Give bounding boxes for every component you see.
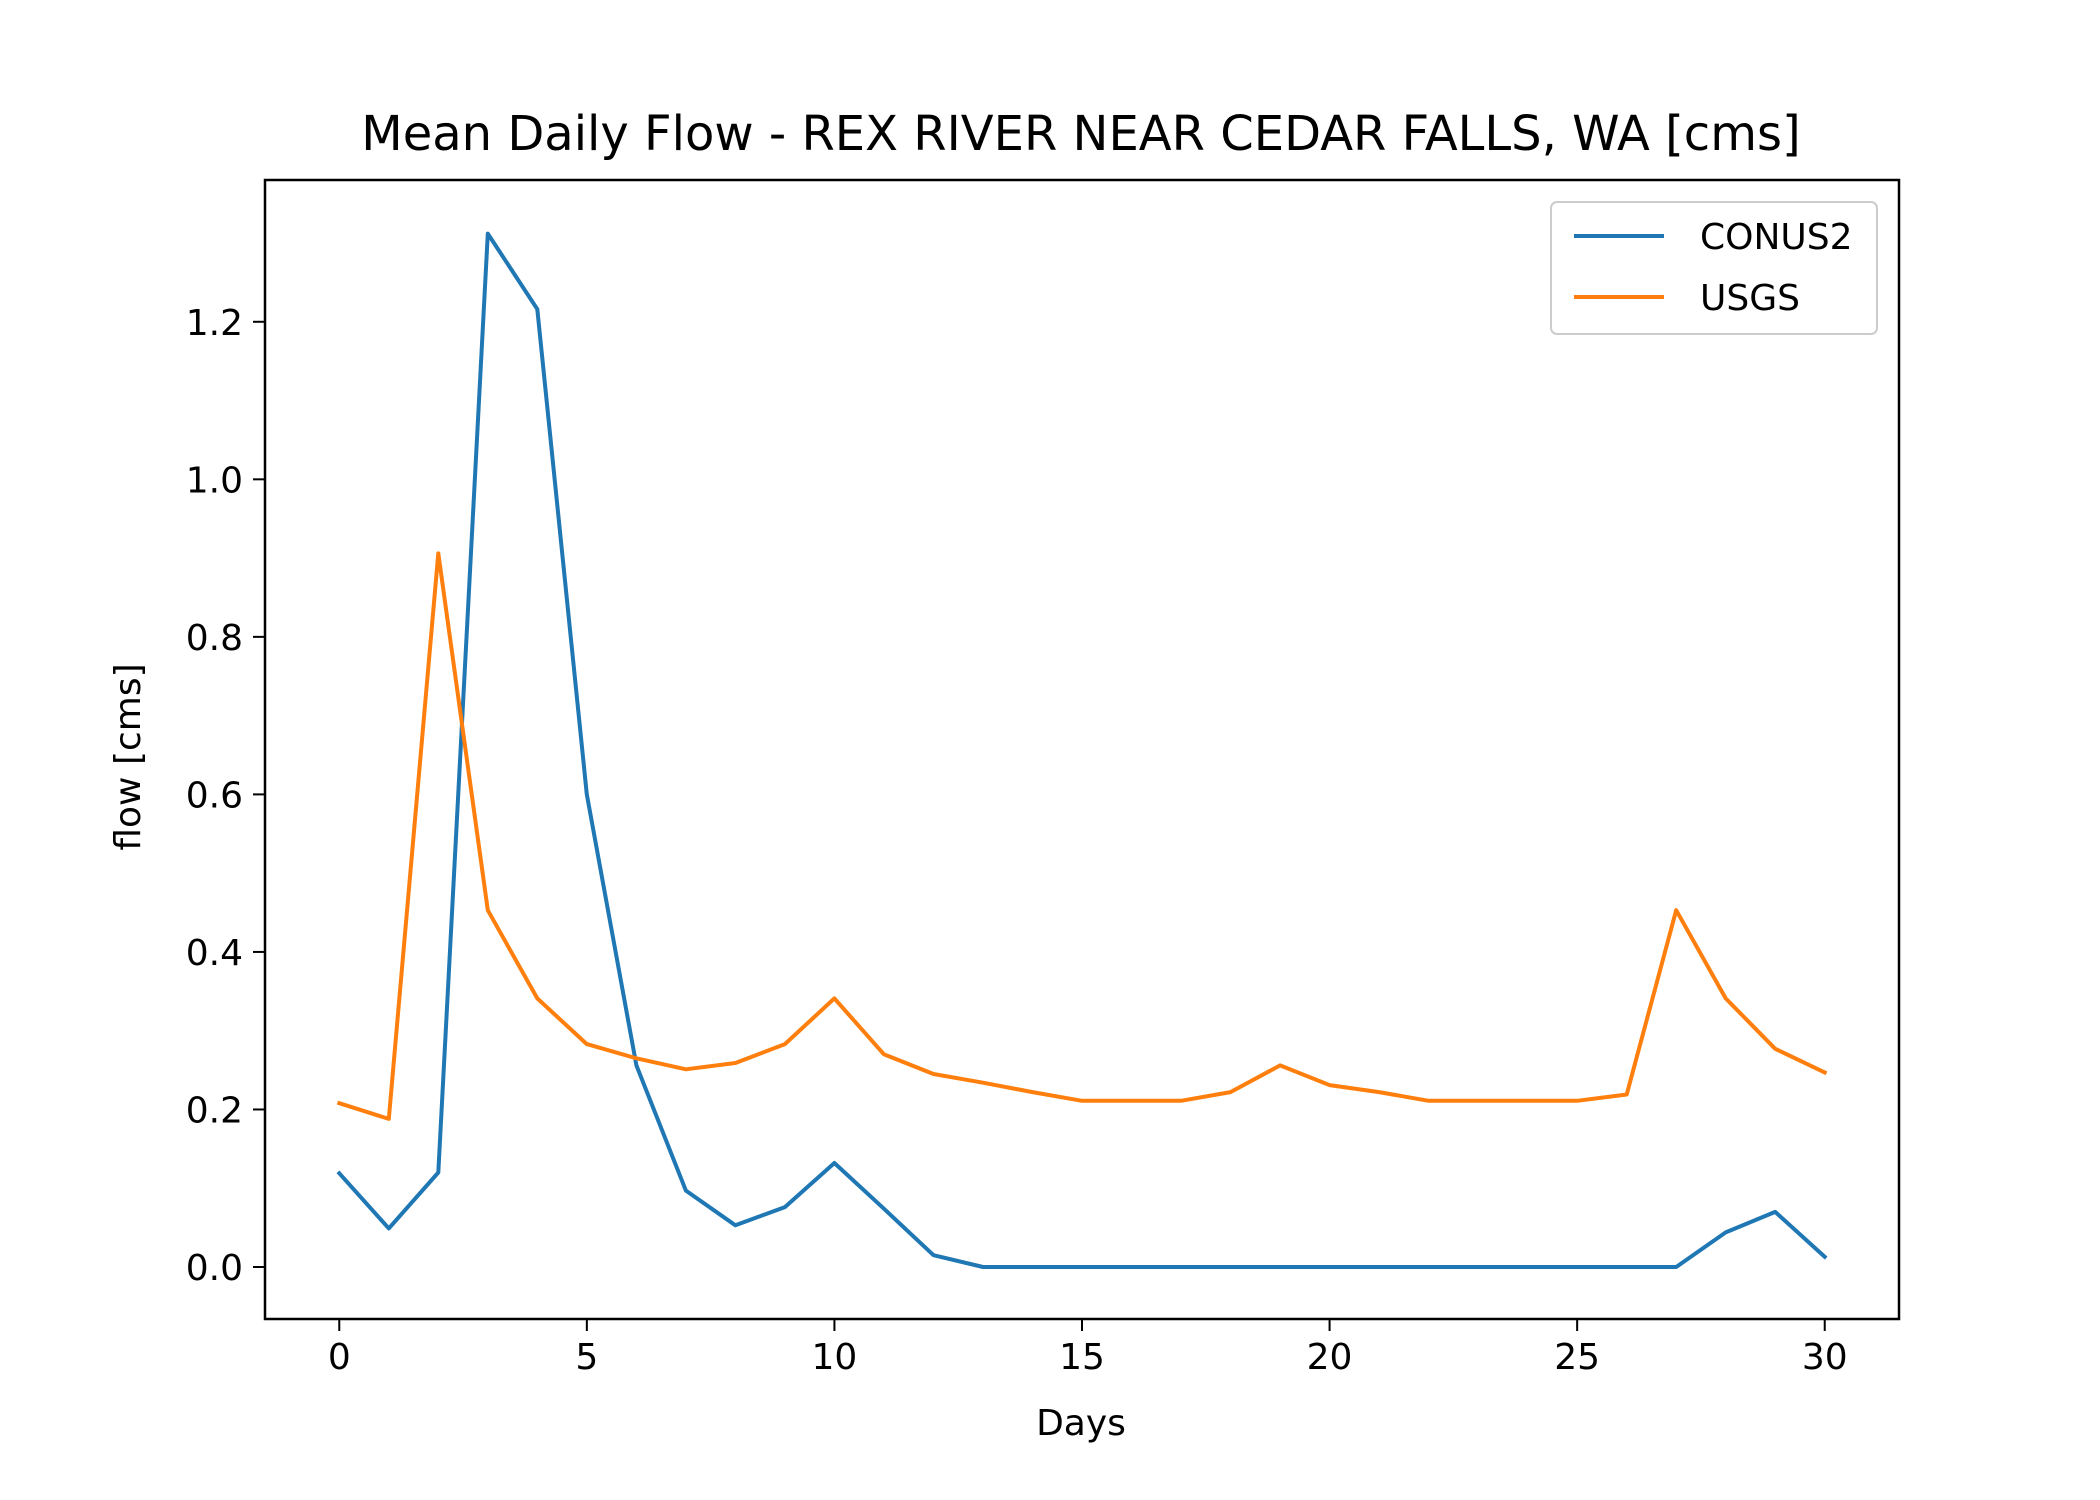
y-tick-label: 0.2 [186, 1090, 243, 1131]
x-axis-label: Days [1036, 1403, 1126, 1444]
series-line-usgs [336, 551, 1828, 1121]
y-tick-label: 1.2 [186, 303, 243, 344]
y-tick-label: 1.0 [186, 460, 243, 501]
y-tick-label: 0.6 [186, 775, 243, 816]
x-tick-label: 0 [328, 1337, 351, 1378]
x-tick-label: 25 [1554, 1337, 1600, 1378]
x-tick-label: 30 [1802, 1337, 1848, 1378]
y-tick-label: 0.0 [186, 1248, 243, 1289]
legend-label-usgs: USGS [1700, 278, 1800, 319]
x-tick-label: 10 [812, 1337, 858, 1378]
chart-title: Mean Daily Flow - REX RIVER NEAR CEDAR F… [361, 106, 1800, 162]
legend-label-conus2: CONUS2 [1700, 217, 1853, 258]
x-tick-label: 15 [1059, 1337, 1105, 1378]
x-tick-label: 20 [1307, 1337, 1353, 1378]
series-line-conus2 [336, 231, 1828, 1269]
plot-area [336, 231, 1828, 1269]
y-axis-label: flow [cms] [108, 663, 149, 850]
y-tick-label: 0.8 [186, 618, 243, 659]
legend: CONUS2 USGS [1550, 201, 1878, 335]
y-tick-label: 0.4 [186, 933, 243, 974]
x-tick-label: 5 [575, 1337, 598, 1378]
